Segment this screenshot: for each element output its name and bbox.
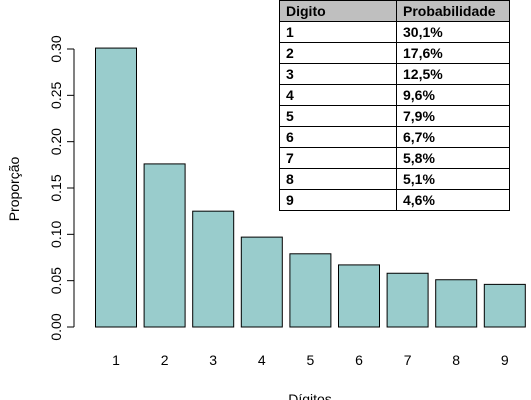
x-tick-label: 2: [161, 352, 169, 368]
table-header-digit: Digito: [279, 0, 397, 22]
bar-digit-4: [240, 236, 283, 328]
table-row: 7 5,8%: [279, 147, 510, 169]
bar-digit-9: [483, 283, 526, 328]
y-tick-label: 0.15: [48, 174, 64, 201]
y-axis: 0.00 0.05 0.10 0.15 0.20 0.25 0.30: [48, 35, 75, 341]
bar-digit-2: [143, 163, 186, 328]
table-body: 1 30,1% 2 17,6% 3 12,5% 4 9,6% 5 7,9% 6 6,7% 7 5,8% 8 5…: [279, 21, 510, 211]
probability-table: Digito Probabilidade 1 30,1% 2 17,6% 3 12,5% 4…: [279, 0, 510, 211]
table-cell-digit: 4: [279, 84, 397, 106]
table-row: 2 17,6%: [279, 42, 510, 64]
table-cell-probability: 12,5%: [396, 63, 510, 85]
table-row: 1 30,1%: [279, 21, 510, 43]
table-cell-probability: 17,6%: [396, 42, 510, 64]
table-cell-digit: 9: [279, 189, 397, 211]
x-tick-label: 4: [258, 352, 266, 368]
bar-digit-6: [338, 264, 380, 328]
x-tick-label: 5: [307, 352, 315, 368]
bar-digit-5: [289, 253, 332, 328]
table-cell-probability: 5,1%: [396, 168, 510, 190]
x-tick-label: 1: [112, 352, 120, 368]
table-cell-probability: 7,9%: [396, 105, 510, 127]
y-tick-label: 0.20: [48, 128, 64, 155]
bar-digit-7: [386, 272, 429, 328]
y-tick-label: 0.10: [48, 220, 64, 247]
table-cell-digit: 6: [279, 126, 397, 148]
table-cell-probability: 6,7%: [396, 126, 510, 148]
x-tick-label: 7: [404, 352, 412, 368]
y-axis-title: Proporção: [6, 156, 22, 221]
table-header-probability: Probabilidade: [396, 0, 510, 22]
table-row: 5 7,9%: [279, 105, 510, 127]
table-cell-probability: 9,6%: [396, 84, 510, 106]
x-tick-label: 9: [501, 352, 509, 368]
x-axis-title: Dígitos: [288, 391, 332, 400]
y-tick-label: 0.05: [48, 267, 64, 294]
bar-digit-8: [435, 279, 478, 328]
x-tick-label: 6: [355, 352, 363, 368]
y-tick-label: 0.30: [48, 35, 64, 62]
table-row: 8 5,1%: [279, 168, 510, 190]
table-cell-digit: 1: [279, 21, 397, 43]
table-cell-probability: 30,1%: [396, 21, 510, 43]
table-cell-probability: 4,6%: [396, 189, 510, 211]
table-row: 6 6,7%: [279, 126, 510, 148]
x-tick-label: 8: [452, 352, 460, 368]
x-tick-label: 3: [209, 352, 217, 368]
x-tick-labels: 1 2 3 4 5 6 7 8 9: [112, 352, 509, 368]
y-tick-label: 0.00: [48, 313, 64, 340]
table-row: 3 12,5%: [279, 63, 510, 85]
bar-digit-1: [95, 47, 137, 328]
table-row: 4 9,6%: [279, 84, 510, 106]
table-header-row: Digito Probabilidade: [279, 0, 510, 22]
table-cell-digit: 5: [279, 105, 397, 127]
table-cell-digit: 3: [279, 63, 397, 85]
table-cell-probability: 5,8%: [396, 147, 510, 169]
y-tick-label: 0.25: [48, 81, 64, 108]
table-row: 9 4,6%: [279, 189, 510, 211]
table-cell-digit: 2: [279, 42, 397, 64]
bar-digit-3: [192, 210, 235, 328]
bars: [95, 47, 526, 328]
table-cell-digit: 7: [279, 147, 397, 169]
table-cell-digit: 8: [279, 168, 397, 190]
